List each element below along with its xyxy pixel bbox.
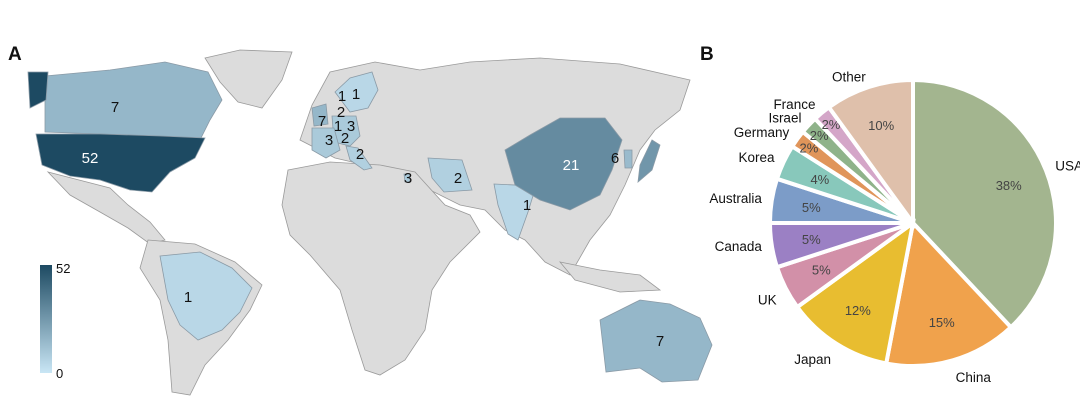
pie-name-label: China <box>956 370 992 385</box>
region-scandinavia <box>334 71 379 113</box>
pie-pct-label: 38% <box>996 178 1022 193</box>
pie-pct-label: 10% <box>868 118 894 133</box>
region-australia <box>599 299 713 383</box>
pie-pct-label: 2% <box>799 140 818 155</box>
pie-pct-label: 4% <box>810 172 829 187</box>
count-label-netherlands: 2 <box>337 104 345 121</box>
region-usa <box>35 133 206 193</box>
pie-name-label: Other <box>832 69 866 84</box>
pie-pct-label: 2% <box>810 128 829 143</box>
region-uk <box>311 103 329 127</box>
count-label-brazil: 1 <box>184 289 192 306</box>
pie-name-label: Korea <box>739 150 776 165</box>
region-alaska <box>27 71 49 109</box>
region-canada <box>44 61 223 141</box>
count-label-iran: 2 <box>454 170 462 187</box>
pie-name-label: Australia <box>709 191 762 206</box>
count-label-usa: 52 <box>82 150 99 167</box>
pie-name-label: Germany <box>734 125 790 140</box>
region-iran <box>427 157 473 193</box>
pie-name-label: USA <box>1055 159 1080 174</box>
region-france <box>311 127 341 159</box>
pie-pct-label: 5% <box>802 200 821 215</box>
pie-name-label: France <box>773 97 815 112</box>
legend-max-label: 52 <box>56 261 70 276</box>
region-israel <box>403 173 411 183</box>
pie-pct-label: 15% <box>929 315 955 330</box>
pie-name-label: Canada <box>715 239 763 254</box>
region-korea <box>623 149 633 169</box>
count-label-germany: 3 <box>347 118 355 135</box>
region-japan <box>637 139 661 183</box>
count-label-belgium: 1 <box>334 118 342 135</box>
region-china <box>504 117 623 211</box>
africa <box>281 161 481 376</box>
count-label-norway: 1 <box>338 88 346 105</box>
pie-slice-japan <box>794 218 916 366</box>
count-label-switzerland: 2 <box>341 130 349 147</box>
pie-slice-china <box>883 218 1014 368</box>
greenland <box>204 49 293 109</box>
pie-slice-usa <box>911 77 1058 331</box>
count-label-sweden: 1 <box>352 86 360 103</box>
count-label-italy: 2 <box>356 146 364 163</box>
region-italy <box>345 145 373 171</box>
count-label-korea: 6 <box>611 150 619 167</box>
count-label-japan: 17 <box>656 174 673 191</box>
count-label-israel: 3 <box>404 170 412 187</box>
pie-pct-label: 5% <box>812 263 831 278</box>
count-label-uk: 7 <box>318 113 326 130</box>
pie-pct-label: 5% <box>802 232 821 247</box>
region-brazil <box>159 251 253 341</box>
pie-name-label: Israel <box>768 110 801 125</box>
pie-pct-label: 2% <box>822 117 841 132</box>
pie-slice-other <box>826 77 915 230</box>
pie-name-label: UK <box>758 292 777 307</box>
count-label-france: 3 <box>325 132 333 149</box>
legend-colorbar <box>40 265 52 373</box>
panel-label-b: B <box>700 44 714 65</box>
count-label-india: 1 <box>523 197 531 214</box>
pie-chart: 38% USA 15% China 12% Japan 5% UK 5% Canada 5% Aust… <box>709 69 1080 384</box>
panel-label-a: A <box>8 44 22 65</box>
indonesia <box>558 261 662 293</box>
count-label-canada: 7 <box>111 99 119 116</box>
count-label-australia: 7 <box>656 333 664 350</box>
pie-name-label: Japan <box>794 352 831 367</box>
legend-min-label: 0 <box>56 366 63 381</box>
count-label-china: 21 <box>563 157 580 174</box>
pie-pct-label: 12% <box>845 303 871 318</box>
